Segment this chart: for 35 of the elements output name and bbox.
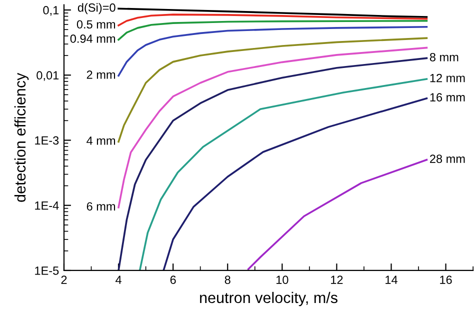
y-tick-label: 0,1	[43, 6, 59, 16]
line-series	[162, 97, 428, 270]
y-axis-title: detection efficiency	[14, 72, 29, 202]
series-label: 0.94 mm	[70, 34, 116, 43]
series-label: 4 mm	[86, 136, 116, 145]
y-tick-label: 0,01	[36, 71, 59, 81]
x-axis-title: neutron velocity, m/s	[200, 292, 338, 306]
line-series	[118, 57, 428, 270]
x-tick-label: 16	[440, 276, 452, 284]
x-tick-label: 6	[170, 276, 176, 284]
x-tick-label: 2	[61, 276, 67, 284]
series-label: 8 mm	[430, 52, 458, 62]
series-label: 12 mm	[430, 74, 465, 82]
x-tick-label: 4	[116, 276, 122, 284]
y-tick-label: 1E-3	[35, 136, 59, 145]
line-series	[118, 20, 428, 41]
x-tick-label: 14	[386, 276, 398, 284]
line-series	[118, 46, 428, 208]
series-label: 16 mm	[430, 93, 465, 102]
series-label: d(Si)=0	[78, 3, 116, 14]
line-series	[138, 78, 428, 270]
series-label: 6 mm	[86, 202, 116, 211]
y-tick-label: 1E-4	[35, 202, 59, 210]
x-tick-label: 8	[224, 276, 230, 284]
line-series	[118, 26, 428, 77]
x-tick-label: 12	[331, 276, 343, 284]
series-label: 2 mm	[86, 70, 116, 79]
line-series	[118, 37, 428, 143]
y-tick-label: 1E-5	[35, 266, 59, 275]
line-series	[118, 14, 428, 26]
series-label: 0.5 mm	[76, 20, 116, 29]
line-series	[247, 158, 428, 270]
x-tick-label: 10	[276, 276, 288, 284]
line-series	[118, 8, 428, 18]
series-label: 28 mm	[430, 154, 465, 164]
